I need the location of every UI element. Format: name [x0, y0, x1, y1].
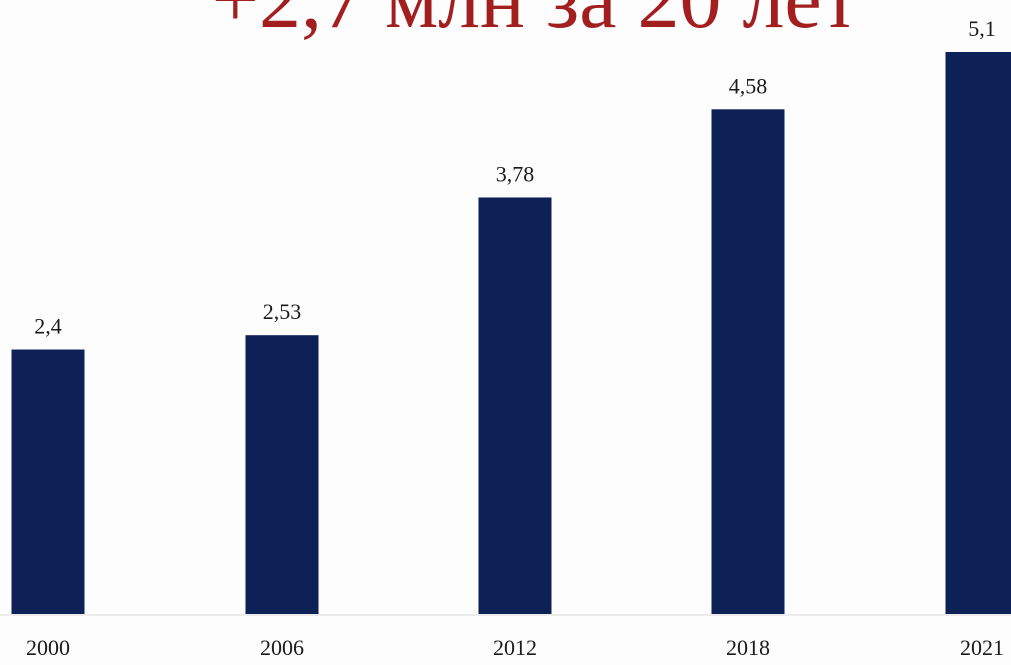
- x-tick-label-2006: 2006: [260, 635, 304, 660]
- x-tick-label-2012: 2012: [493, 635, 537, 660]
- data-label-2000: 2,4: [34, 314, 62, 339]
- data-label-2012: 3,78: [496, 161, 535, 186]
- x-tick-label-2021: 2021: [960, 635, 1004, 660]
- data-label-2018: 4,58: [729, 73, 768, 98]
- chart-title: +2,7 млн за 20 лет: [0, 0, 1011, 42]
- data-label-2021: 5,1: [968, 16, 996, 41]
- bar-2006: [245, 335, 319, 614]
- x-tick-label-2018: 2018: [726, 635, 770, 660]
- bar-2018: [711, 109, 785, 614]
- bar-2021: [945, 52, 1011, 614]
- x-tick-label-2000: 2000: [26, 635, 70, 660]
- bar-2000: [11, 349, 85, 614]
- bar-2012: [478, 197, 552, 615]
- data-label-2006: 2,53: [263, 299, 302, 324]
